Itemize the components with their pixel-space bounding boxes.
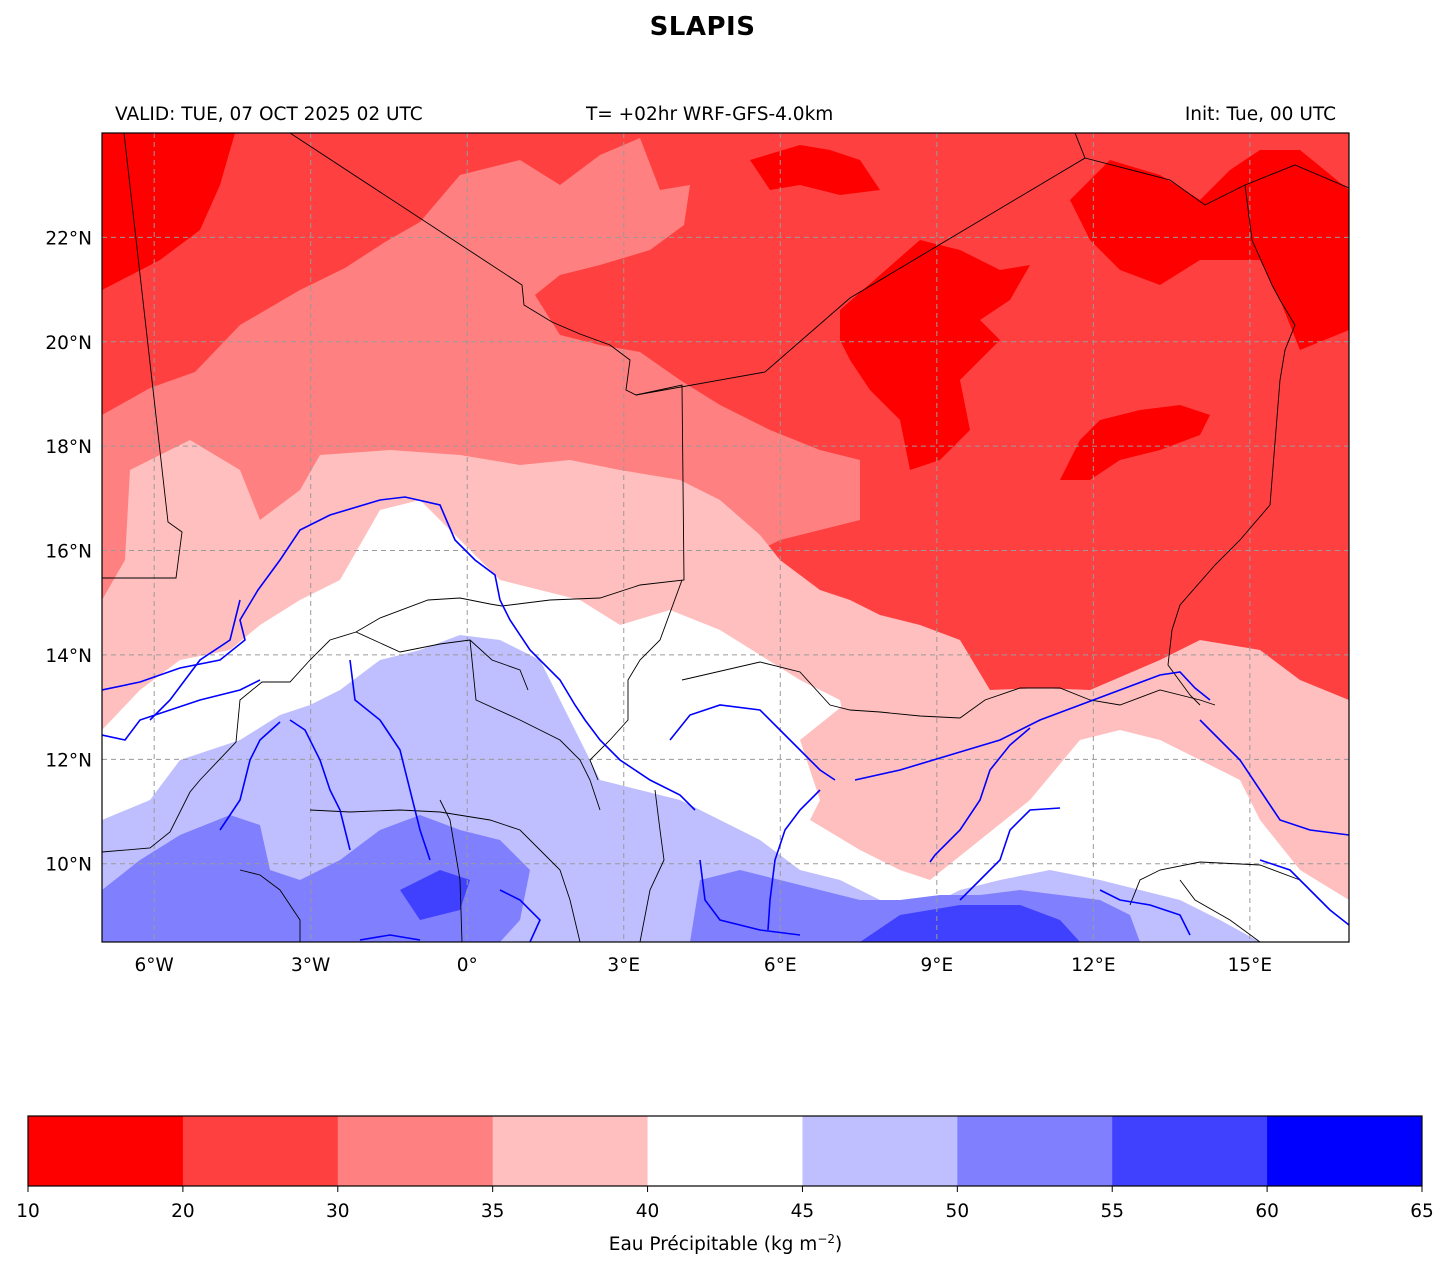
lat-tick-label: 12°N: [45, 750, 92, 771]
country-borders: [102, 133, 1349, 942]
colorbar-tick-label: 45: [791, 1201, 815, 1222]
colorbar: [28, 1116, 1423, 1186]
map-frame: [101, 132, 1350, 943]
lon-tick-label: 3°E: [607, 955, 640, 976]
colorbar-swatch: [647, 1116, 803, 1186]
band-10-20-chad: [1060, 405, 1210, 480]
colorbar-tick-label: 10: [16, 1201, 40, 1222]
colorbar-tick-label: 60: [1255, 1201, 1279, 1222]
colorbar-frame: [27, 1115, 1423, 1187]
colorbar-tick-label: 65: [1410, 1201, 1434, 1222]
rivers: [102, 496, 1349, 942]
map-lines: [102, 133, 1349, 942]
lon-tick-label: 6°W: [135, 955, 174, 976]
lat-tick-label: 14°N: [45, 646, 92, 667]
band-10-20-north: [750, 145, 880, 195]
band-10-20-northeast: [1070, 150, 1349, 350]
colorbar-tick-label: 50: [946, 1201, 970, 1222]
band-55-60: [400, 870, 470, 920]
lon-tick-label: 3°W: [291, 955, 330, 976]
precipitable-water-field: [102, 133, 1349, 942]
band-10-20-west: [102, 133, 235, 290]
colorbar-tick-label: 40: [636, 1201, 660, 1222]
lon-tick-label: 6°E: [764, 955, 797, 976]
colorbar-swatch: [337, 1116, 494, 1186]
lat-tick-label: 22°N: [45, 228, 92, 249]
colorbar-tick-label: 35: [481, 1201, 505, 1222]
valid-time: VALID: TUE, 07 OCT 2025 02 UTC: [115, 104, 423, 125]
colorbar-swatch: [182, 1116, 339, 1186]
colorbar-ticks: 10 20 30 35 40 45 50 55 60 65: [16, 1186, 1434, 1222]
longitude-labels: 6°W 3°W 0° 3°E 6°E 9°E 12°E 15°E: [135, 955, 1273, 976]
colorbar-label: Eau Précipitable (kg m−2): [608, 1232, 843, 1256]
lat-tick-label: 10°N: [45, 855, 92, 876]
graticule: [102, 133, 1349, 942]
colorbar-swatch: [957, 1116, 1113, 1186]
band-10-20-niger: [840, 240, 1030, 470]
lon-tick-label: 0°: [457, 955, 478, 976]
init-time: Init: Tue, 00 UTC: [1184, 104, 1336, 125]
lon-tick-label: 9°E: [920, 955, 953, 976]
colorbar-tick-label: 55: [1100, 1201, 1124, 1222]
lat-tick-label: 16°N: [45, 542, 92, 563]
lat-tick-label: 18°N: [45, 437, 92, 458]
band-55-60-east: [860, 905, 1080, 942]
colorbar-swatch: [1267, 1116, 1423, 1186]
chart-title: SLAPIS: [649, 12, 756, 42]
latitude-labels: 22°N 20°N 18°N 16°N 14°N 12°N 10°N: [45, 228, 92, 875]
lon-tick-label: 15°E: [1228, 955, 1272, 976]
colorbar-swatch: [1112, 1116, 1268, 1186]
colorbar-tick-label: 30: [326, 1201, 350, 1222]
lon-tick-label: 12°E: [1071, 955, 1115, 976]
colorbar-swatch: [28, 1116, 184, 1186]
forecast-model: T= +02hr WRF-GFS-4.0km: [586, 104, 834, 125]
colorbar-tick-label: 20: [171, 1201, 195, 1222]
colorbar-swatch: [802, 1116, 958, 1186]
colorbar-swatch: [492, 1116, 649, 1186]
lat-tick-label: 20°N: [45, 333, 92, 354]
band-35-40-east: [800, 700, 1020, 860]
